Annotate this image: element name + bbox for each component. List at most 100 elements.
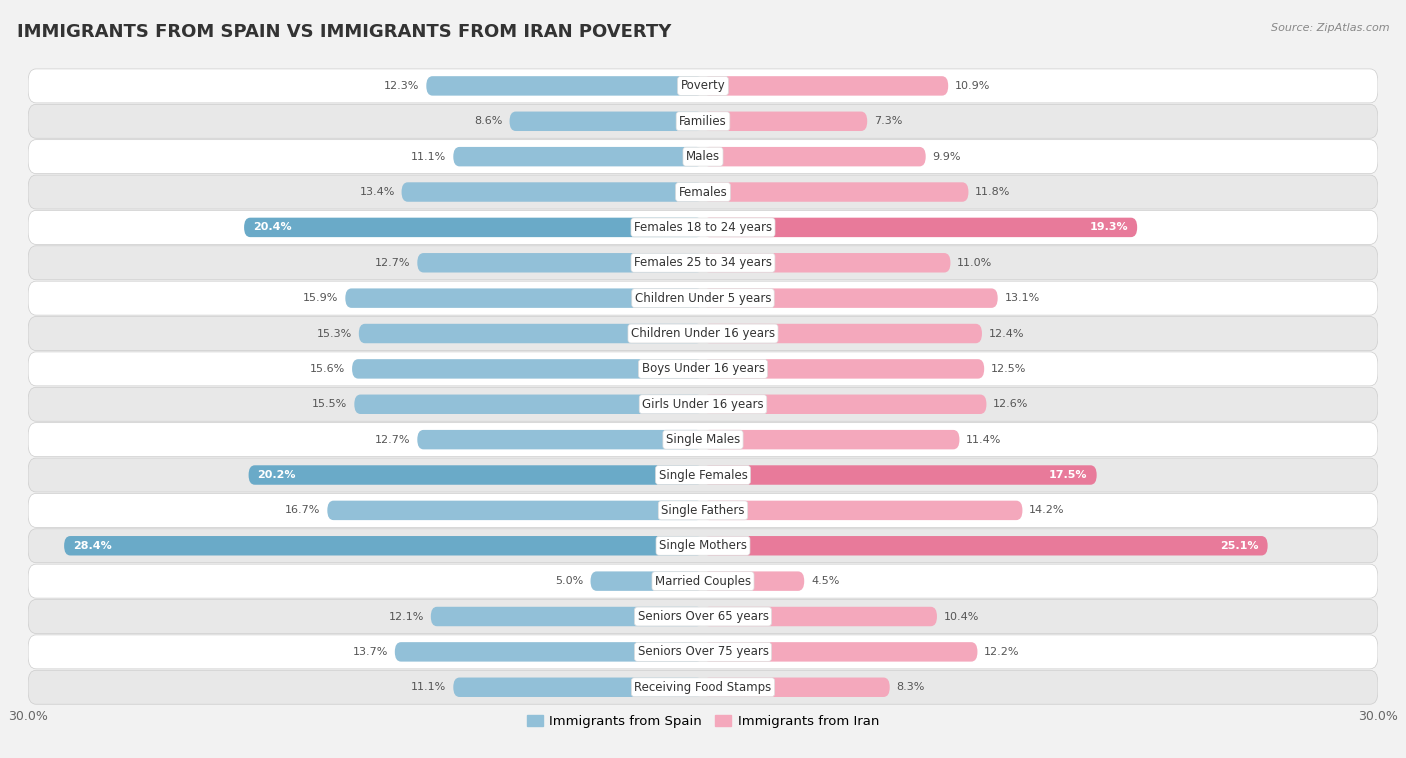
FancyBboxPatch shape: [28, 600, 1378, 634]
FancyBboxPatch shape: [28, 352, 1378, 386]
Text: Families: Families: [679, 114, 727, 128]
Text: 17.5%: 17.5%: [1049, 470, 1088, 480]
Text: Single Fathers: Single Fathers: [661, 504, 745, 517]
Text: Seniors Over 75 years: Seniors Over 75 years: [637, 645, 769, 659]
FancyBboxPatch shape: [28, 529, 1378, 562]
Text: 15.6%: 15.6%: [311, 364, 346, 374]
Text: Single Females: Single Females: [658, 468, 748, 481]
Text: 12.1%: 12.1%: [388, 612, 425, 622]
FancyBboxPatch shape: [703, 678, 890, 697]
FancyBboxPatch shape: [346, 289, 703, 308]
FancyBboxPatch shape: [703, 395, 987, 414]
FancyBboxPatch shape: [703, 147, 925, 167]
Text: 15.9%: 15.9%: [304, 293, 339, 303]
Text: 12.4%: 12.4%: [988, 328, 1024, 339]
FancyBboxPatch shape: [703, 324, 981, 343]
Text: 4.5%: 4.5%: [811, 576, 839, 586]
FancyBboxPatch shape: [28, 211, 1378, 244]
FancyBboxPatch shape: [703, 536, 1268, 556]
FancyBboxPatch shape: [352, 359, 703, 379]
FancyBboxPatch shape: [703, 606, 936, 626]
Text: 9.9%: 9.9%: [932, 152, 960, 161]
FancyBboxPatch shape: [703, 572, 804, 591]
FancyBboxPatch shape: [28, 175, 1378, 209]
Text: 28.4%: 28.4%: [73, 540, 112, 551]
FancyBboxPatch shape: [703, 642, 977, 662]
Text: Children Under 5 years: Children Under 5 years: [634, 292, 772, 305]
FancyBboxPatch shape: [430, 606, 703, 626]
Text: 20.2%: 20.2%: [257, 470, 297, 480]
Text: 25.1%: 25.1%: [1220, 540, 1258, 551]
FancyBboxPatch shape: [28, 670, 1378, 704]
FancyBboxPatch shape: [28, 458, 1378, 492]
Text: 14.2%: 14.2%: [1029, 506, 1064, 515]
Text: Receiving Food Stamps: Receiving Food Stamps: [634, 681, 772, 694]
Text: 11.1%: 11.1%: [412, 152, 447, 161]
Text: 11.4%: 11.4%: [966, 434, 1001, 445]
FancyBboxPatch shape: [703, 465, 1097, 485]
FancyBboxPatch shape: [359, 324, 703, 343]
FancyBboxPatch shape: [354, 395, 703, 414]
FancyBboxPatch shape: [28, 423, 1378, 456]
Text: Boys Under 16 years: Boys Under 16 years: [641, 362, 765, 375]
Text: 13.1%: 13.1%: [1004, 293, 1039, 303]
Text: Girls Under 16 years: Girls Under 16 years: [643, 398, 763, 411]
FancyBboxPatch shape: [395, 642, 703, 662]
Text: 11.1%: 11.1%: [412, 682, 447, 692]
FancyBboxPatch shape: [703, 289, 998, 308]
FancyBboxPatch shape: [703, 359, 984, 379]
FancyBboxPatch shape: [703, 253, 950, 273]
FancyBboxPatch shape: [402, 183, 703, 202]
FancyBboxPatch shape: [28, 493, 1378, 528]
FancyBboxPatch shape: [28, 281, 1378, 315]
FancyBboxPatch shape: [418, 253, 703, 273]
FancyBboxPatch shape: [703, 76, 948, 96]
FancyBboxPatch shape: [509, 111, 703, 131]
FancyBboxPatch shape: [28, 69, 1378, 103]
FancyBboxPatch shape: [453, 147, 703, 167]
Text: 12.3%: 12.3%: [384, 81, 419, 91]
Text: Poverty: Poverty: [681, 80, 725, 92]
Text: Seniors Over 65 years: Seniors Over 65 years: [637, 610, 769, 623]
Text: IMMIGRANTS FROM SPAIN VS IMMIGRANTS FROM IRAN POVERTY: IMMIGRANTS FROM SPAIN VS IMMIGRANTS FROM…: [17, 23, 671, 41]
FancyBboxPatch shape: [28, 387, 1378, 421]
Text: 10.4%: 10.4%: [943, 612, 979, 622]
FancyBboxPatch shape: [249, 465, 703, 485]
Text: 20.4%: 20.4%: [253, 222, 291, 233]
Text: Single Mothers: Single Mothers: [659, 539, 747, 553]
Text: 10.9%: 10.9%: [955, 81, 990, 91]
FancyBboxPatch shape: [703, 111, 868, 131]
Text: 16.7%: 16.7%: [285, 506, 321, 515]
FancyBboxPatch shape: [453, 678, 703, 697]
FancyBboxPatch shape: [28, 139, 1378, 174]
FancyBboxPatch shape: [28, 246, 1378, 280]
Text: 11.8%: 11.8%: [976, 187, 1011, 197]
Text: 15.5%: 15.5%: [312, 399, 347, 409]
Text: Children Under 16 years: Children Under 16 years: [631, 327, 775, 340]
Text: 12.5%: 12.5%: [991, 364, 1026, 374]
FancyBboxPatch shape: [703, 183, 969, 202]
Text: 8.6%: 8.6%: [474, 116, 503, 127]
Text: 11.0%: 11.0%: [957, 258, 993, 268]
FancyBboxPatch shape: [28, 317, 1378, 350]
Text: 12.7%: 12.7%: [375, 258, 411, 268]
FancyBboxPatch shape: [703, 501, 1022, 520]
Text: 15.3%: 15.3%: [316, 328, 352, 339]
Text: Females 18 to 24 years: Females 18 to 24 years: [634, 221, 772, 234]
Text: 19.3%: 19.3%: [1090, 222, 1128, 233]
Text: 13.7%: 13.7%: [353, 647, 388, 657]
Text: 12.2%: 12.2%: [984, 647, 1019, 657]
FancyBboxPatch shape: [245, 218, 703, 237]
Text: Females: Females: [679, 186, 727, 199]
Text: Males: Males: [686, 150, 720, 163]
FancyBboxPatch shape: [28, 635, 1378, 669]
FancyBboxPatch shape: [28, 105, 1378, 138]
Text: Females 25 to 34 years: Females 25 to 34 years: [634, 256, 772, 269]
Text: 12.7%: 12.7%: [375, 434, 411, 445]
FancyBboxPatch shape: [426, 76, 703, 96]
FancyBboxPatch shape: [591, 572, 703, 591]
Text: 12.6%: 12.6%: [993, 399, 1029, 409]
Text: 13.4%: 13.4%: [360, 187, 395, 197]
FancyBboxPatch shape: [703, 430, 959, 449]
FancyBboxPatch shape: [328, 501, 703, 520]
